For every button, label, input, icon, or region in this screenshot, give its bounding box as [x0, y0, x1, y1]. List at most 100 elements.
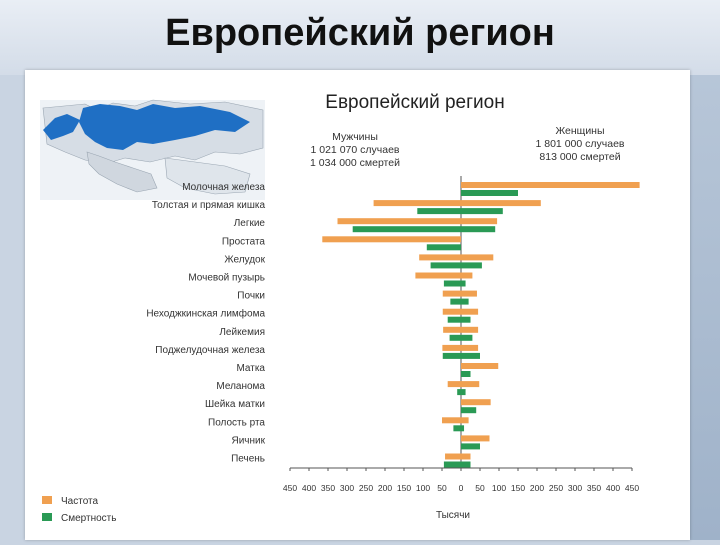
x-tick-label: 100 [416, 483, 430, 493]
men-cases-label: 1 021 070 случаев [311, 144, 400, 156]
bar-incidence-men [442, 290, 461, 297]
bar-mortality-men [443, 280, 461, 287]
bar-mortality-women [461, 190, 518, 196]
chart-panel: Европейский регион Мужчины 1 021 070 случа… [25, 70, 690, 540]
women-cases-label: 1 801 000 случаев [536, 138, 625, 150]
x-tick-label: 350 [321, 483, 335, 493]
x-tick-label: 250 [549, 483, 563, 493]
category-label: Почки [237, 291, 265, 302]
x-tick-label: 400 [302, 483, 316, 493]
bar-incidence-women [461, 435, 490, 442]
bar-mortality-women [461, 425, 465, 432]
x-axis-label: Тысячи [436, 510, 470, 521]
x-tick-label: 450 [625, 483, 639, 493]
category-label: Простата [222, 236, 266, 247]
category-label: Меланома [216, 381, 265, 392]
category-label: Шейка матки [205, 399, 265, 410]
bar-mortality-women [461, 371, 471, 377]
bar-incidence-men [447, 381, 461, 388]
bar-incidence-men [442, 417, 461, 424]
x-tick-label: 300 [568, 483, 582, 493]
bar-incidence-women [461, 453, 471, 460]
bar-mortality-women [461, 226, 496, 233]
bar-incidence-women [461, 399, 491, 406]
category-label: Печень [231, 454, 265, 465]
bar-mortality-men [352, 226, 461, 233]
men-deaths-label: 1 034 000 смертей [310, 157, 400, 169]
category-label: Легкие [234, 218, 266, 229]
bar-incidence-women [461, 363, 499, 369]
bar-mortality-women [461, 407, 477, 414]
bar-mortality-men [430, 262, 461, 269]
bar-mortality-women [461, 208, 503, 215]
bar-incidence-women [461, 200, 541, 207]
x-tick-label: 50 [475, 483, 485, 493]
bar-mortality-men [442, 352, 461, 359]
bar-incidence-women [461, 381, 480, 388]
category-label: Мочевой пузырь [188, 273, 265, 284]
x-tick-label: 300 [340, 483, 354, 493]
bar-incidence-men [337, 218, 461, 225]
bar-incidence-women [461, 272, 473, 279]
bar-incidence-men [445, 453, 461, 460]
x-tick-label: 250 [359, 483, 373, 493]
bar-incidence-men [419, 254, 461, 261]
x-tick-label: 0 [459, 483, 464, 493]
bar-mortality-men [417, 208, 461, 215]
bar-mortality-men [449, 334, 461, 341]
legend-label-incidence: Частота [61, 496, 99, 507]
bar-mortality-women [461, 461, 471, 468]
category-label: Лейкемия [219, 327, 265, 338]
x-tick-label: 200 [530, 483, 544, 493]
x-tick-label: 450 [283, 483, 297, 493]
category-label: Матка [236, 363, 265, 374]
x-tick-label: 150 [397, 483, 411, 493]
bar-incidence-men [442, 344, 461, 351]
bar-mortality-women [461, 443, 480, 450]
chart-title: Европейский регион [325, 92, 504, 113]
x-tick-label: 150 [511, 483, 525, 493]
x-tick-label: 350 [587, 483, 601, 493]
bar-incidence-women [461, 218, 498, 225]
category-label: Поджелудочная железа [155, 345, 265, 356]
bar-incidence-women [461, 254, 494, 261]
x-tick-label: 200 [378, 483, 392, 493]
bar-incidence-women [461, 326, 479, 333]
bar-mortality-women [461, 389, 466, 396]
category-label: Яичник [231, 435, 265, 446]
x-tick-label: 100 [492, 483, 506, 493]
slide-header-band [0, 0, 720, 75]
bar-mortality-women [461, 280, 466, 287]
bar-incidence-men [373, 200, 461, 207]
bar-incidence-men [443, 326, 461, 333]
bar-mortality-women [461, 298, 469, 305]
bar-mortality-women [461, 262, 482, 269]
bar-incidence-men [322, 236, 461, 243]
bar-mortality-men [447, 316, 461, 323]
bar-incidence-women [461, 308, 479, 315]
legend-label-mortality: Смертность [61, 513, 116, 524]
europe-map-image [40, 99, 265, 200]
bar-mortality-men [453, 425, 461, 432]
bar-incidence-women [461, 290, 477, 297]
bar-incidence-men [415, 272, 461, 279]
bar-incidence-women [461, 417, 469, 424]
bar-incidence-men [442, 308, 461, 315]
bar-mortality-women [461, 334, 473, 341]
bar-mortality-women [461, 352, 480, 359]
bar-mortality-men [443, 461, 461, 468]
slide-side-decoration [690, 75, 720, 540]
men-group-label: Мужчины [332, 131, 378, 143]
women-deaths-label: 813 000 смертей [539, 151, 620, 163]
legend-swatch-mortality [42, 513, 52, 521]
category-label: Молочная железа [182, 182, 265, 193]
women-group-label: Женщины [555, 125, 604, 137]
x-tick-label: 400 [606, 483, 620, 493]
slide-title: Европейский регион [165, 12, 555, 54]
bar-mortality-men [457, 389, 461, 396]
category-label: Желудок [224, 254, 265, 265]
bar-incidence-women [461, 344, 479, 351]
bar-mortality-women [461, 316, 471, 323]
bar-mortality-men [426, 244, 461, 251]
